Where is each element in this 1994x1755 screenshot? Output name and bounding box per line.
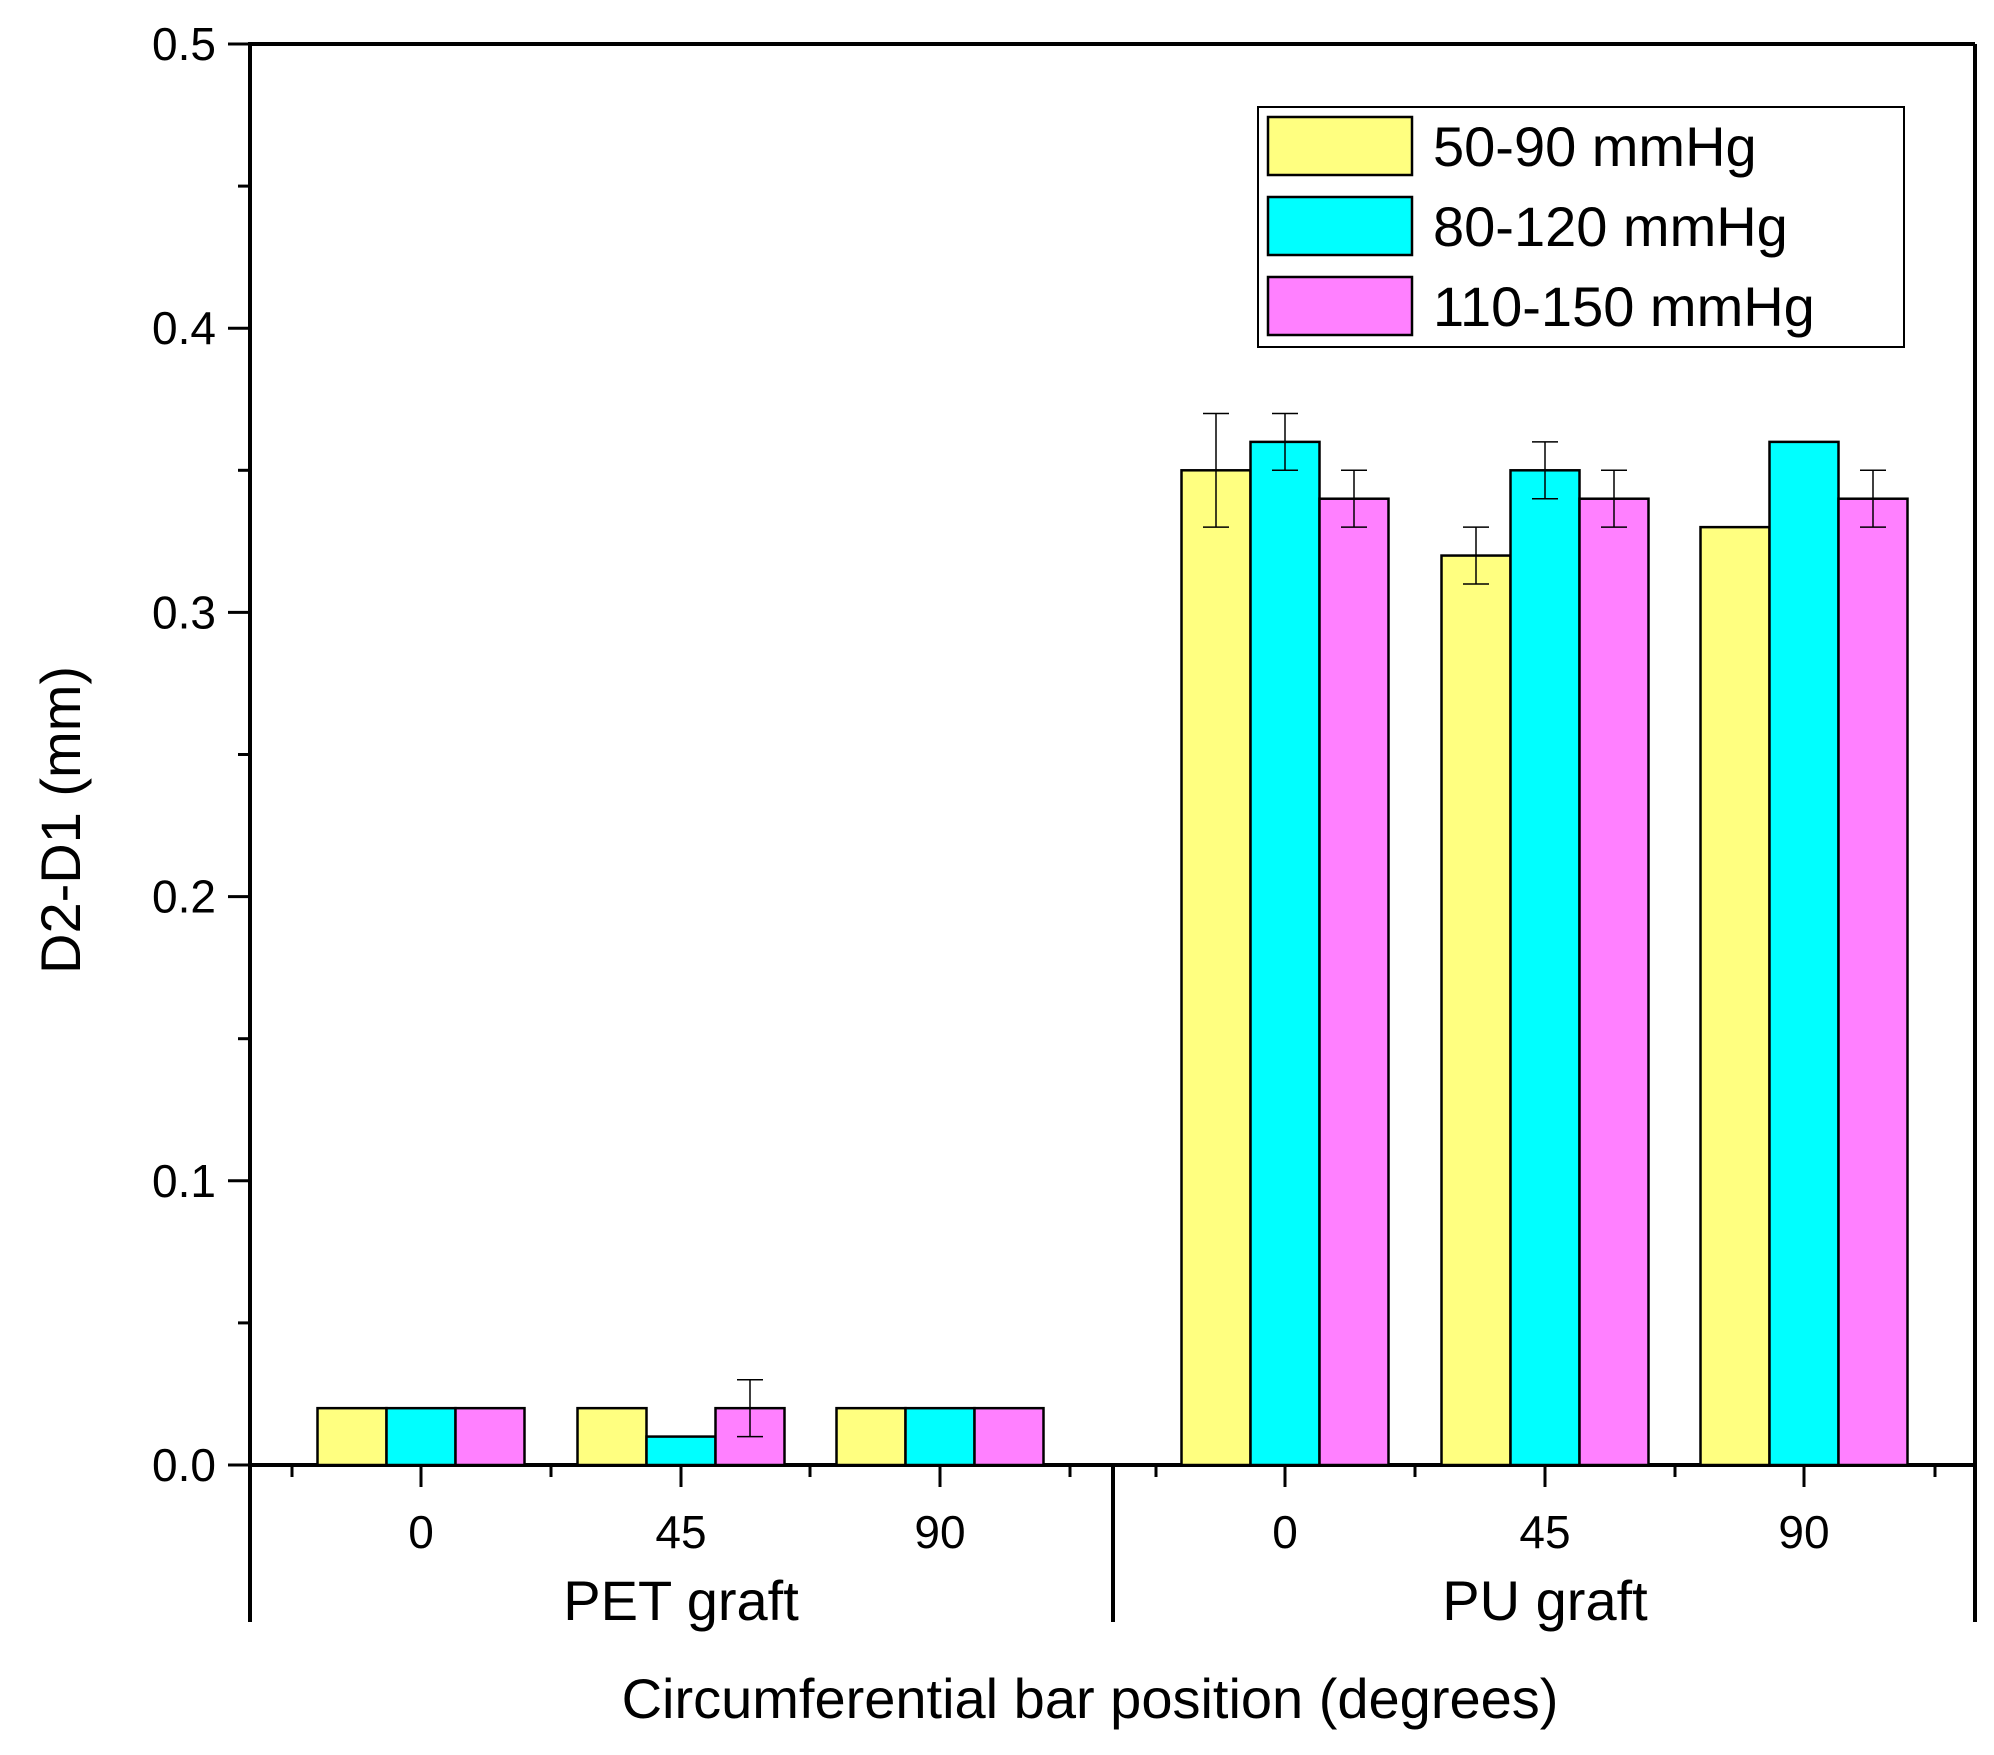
legend-label: 80-120 mmHg	[1433, 195, 1788, 258]
bar	[576, 1406, 648, 1467]
bar	[1578, 497, 1650, 1467]
error-bars	[737, 412, 1886, 1438]
x-tick-label: 0	[1272, 1506, 1298, 1558]
bar	[454, 1406, 526, 1467]
bar	[904, 1406, 976, 1467]
legend-swatch	[1266, 275, 1414, 337]
y-tick-label: 0.4	[152, 302, 216, 354]
axes: 0.0 0.1 0.2 0.3 0.4 0.5 0 45 90 PET graft 0 45 90 PU …	[152, 18, 1937, 1632]
x-tick-label: 45	[1519, 1506, 1570, 1558]
x-tick-label: 45	[655, 1506, 706, 1558]
group-label: PET graft	[563, 1569, 799, 1632]
bar	[385, 1406, 457, 1467]
legend: 50-90 mmHg 80-120 mmHg 110-150 mmHg	[1257, 106, 1905, 348]
legend-label: 110-150 mmHg	[1433, 275, 1815, 338]
legend-swatch	[1266, 115, 1414, 177]
bar	[1318, 497, 1390, 1467]
bar	[1249, 440, 1321, 1467]
bars	[316, 440, 1909, 1467]
bar	[973, 1406, 1045, 1467]
bar	[1699, 525, 1771, 1467]
bar	[1837, 497, 1909, 1467]
y-tick-label: 0.5	[152, 18, 216, 70]
legend-swatch	[1266, 195, 1414, 257]
y-tick-label: 0.1	[152, 1155, 216, 1207]
y-tick-label: 0.3	[152, 586, 216, 638]
y-axis-title: D2-D1 (mm)	[29, 666, 92, 974]
x-tick-label: 0	[408, 1506, 434, 1558]
y-tick-label: 0.2	[152, 871, 216, 923]
bar	[1768, 440, 1840, 1467]
legend-label: 50-90 mmHg	[1433, 115, 1757, 178]
x-tick-label: 90	[914, 1506, 965, 1558]
bar	[835, 1406, 907, 1467]
bar	[1440, 554, 1512, 1467]
bar	[316, 1406, 388, 1467]
bar	[1509, 469, 1581, 1467]
group-label: PU graft	[1442, 1569, 1648, 1632]
bar	[645, 1435, 717, 1467]
x-tick-label: 90	[1778, 1506, 1829, 1558]
bar	[1180, 469, 1252, 1467]
plot-frame	[248, 42, 1977, 1622]
y-tick-label: 0.0	[152, 1439, 216, 1491]
x-axis-title: Circumferential bar position (degrees)	[622, 1667, 1559, 1730]
